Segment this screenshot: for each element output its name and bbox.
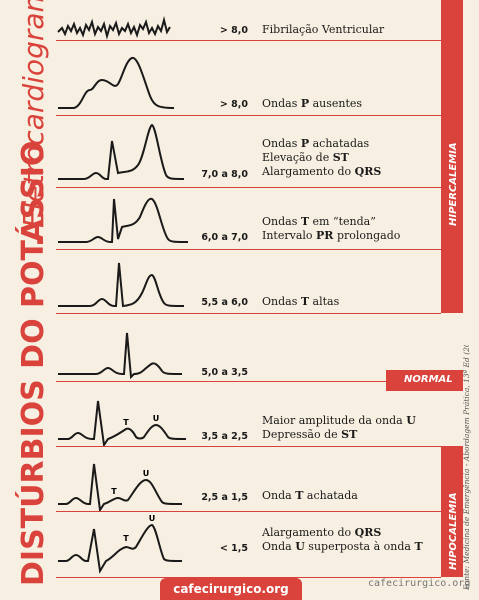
desc-line: Maior amplitude da onda U [262,414,416,427]
ecg-row-3-2: T U 3,5 a 2,5 Maior amplitude da onda U … [56,381,441,447]
potassium-range: 5,0 a 3,5 [201,367,248,378]
ecg-row-vf: > 8,0 Fibrilação Ventricular [56,0,441,41]
potassium-range: 7,0 a 8,0 [201,169,248,180]
hypercalemia-label: HIPERCALEMIA [448,142,459,226]
desc-line: Intervalo PR prolongado [262,229,401,242]
row-description: Alargamento do QRS Onda U superposta à o… [262,526,423,554]
ecg-trace-2-1: T U [58,463,183,511]
potassium-range: > 8,0 [219,99,248,110]
potassium-range: 2,5 a 1,5 [201,492,248,503]
wave-label-t: T [123,534,129,543]
ecg-trace-normal [58,332,183,380]
desc-line: Alargamento do QRS [262,526,382,539]
ecg-row-6-7: 6,0 a 7,0 Ondas T em “tenda” Intervalo P… [56,187,441,250]
wave-label-u: U [153,414,160,423]
ecg-trace-vf [57,16,171,40]
desc-line: Ondas T altas [262,295,340,308]
wave-label-u: U [143,469,150,478]
ecg-row-normal: 5,0 a 3,5 [56,313,441,382]
ecg-trace-lt-1: T U [58,514,183,574]
potassium-range: 3,5 a 2,5 [201,431,248,442]
ecg-trace-6-7 [58,197,189,243]
desc-line: Elevação de ST [262,151,349,164]
row-description: Ondas P ausentes [262,97,362,111]
ecg-row-lt-1: T U < 1,5 Alargamento do QRS Onda U supe… [56,511,441,578]
page-title: DISTÚRBIOS DO POTÁSSIO . Eletrocardiogra… [5,0,55,600]
ecg-trace-5-6 [58,262,185,308]
ecg-trace-7-8 [58,123,185,180]
title-separator: . [16,236,51,247]
desc-line: Onda U superposta à onda T [262,540,423,553]
row-description: Ondas P achatadas Elevação de ST Alargam… [262,137,381,179]
ecg-row-p-absent: > 8,0 Ondas P ausentes [56,40,441,116]
row-description: Onda T achatada [262,489,358,503]
ecg-row-5-6: 5,5 a 6,0 Ondas T altas [56,249,441,314]
ecg-trace-p-absent [58,57,175,109]
desc-line: Ondas P achatadas [262,137,370,150]
potassium-range: 6,0 a 7,0 [201,232,248,243]
desc-line: Depressão de ST [262,428,358,441]
hypocalemia-band: HIPOCALEMIA [441,446,463,577]
source-note: Fonte: Medicina de Emergência - Abordage… [455,345,475,595]
potassium-range: < 1,5 [219,543,248,554]
potassium-range: 5,5 a 6,0 [201,297,248,308]
row-description: Ondas T em “tenda” Intervalo PR prolonga… [262,215,400,243]
wave-label-u: U [149,514,156,523]
potassium-range: > 8,0 [219,25,248,36]
row-description: Fibrilação Ventricular [262,23,384,37]
desc-line: Ondas P ausentes [262,97,363,110]
desc-line: Ondas T em “tenda” [262,215,376,228]
hypercalemia-band: HIPERCALEMIA [441,0,463,313]
row-description: Maior amplitude da onda U Depressão de S… [262,414,416,442]
desc-line: Alargamento do QRS [262,165,382,178]
site-footer[interactable]: cafecirurgico.org [160,578,302,600]
normal-band: NORMAL [386,370,463,391]
desc-line: Fibrilação Ventricular [262,23,385,36]
wave-label-t: T [123,418,129,427]
normal-label: NORMAL [404,374,453,385]
title-main: DISTÚRBIOS DO POTÁSSIO [14,141,51,586]
desc-line: Onda T achatada [262,489,358,502]
wave-label-t: T [111,487,117,496]
watermark: cafecirurgico.org [368,578,471,589]
title-sub: Eletrocardiograma [17,0,50,228]
ecg-row-2-1: T U 2,5 a 1,5 Onda T achatada [56,446,441,512]
ecg-trace-3-2: T U [58,400,187,446]
hypocalemia-label: HIPOCALEMIA [448,492,459,570]
ecg-row-7-8: 7,0 a 8,0 Ondas P achatadas Elevação de … [56,115,441,188]
source-text: Fonte: Medicina de Emergência - Abordage… [462,345,471,591]
row-description: Ondas T altas [262,295,339,309]
